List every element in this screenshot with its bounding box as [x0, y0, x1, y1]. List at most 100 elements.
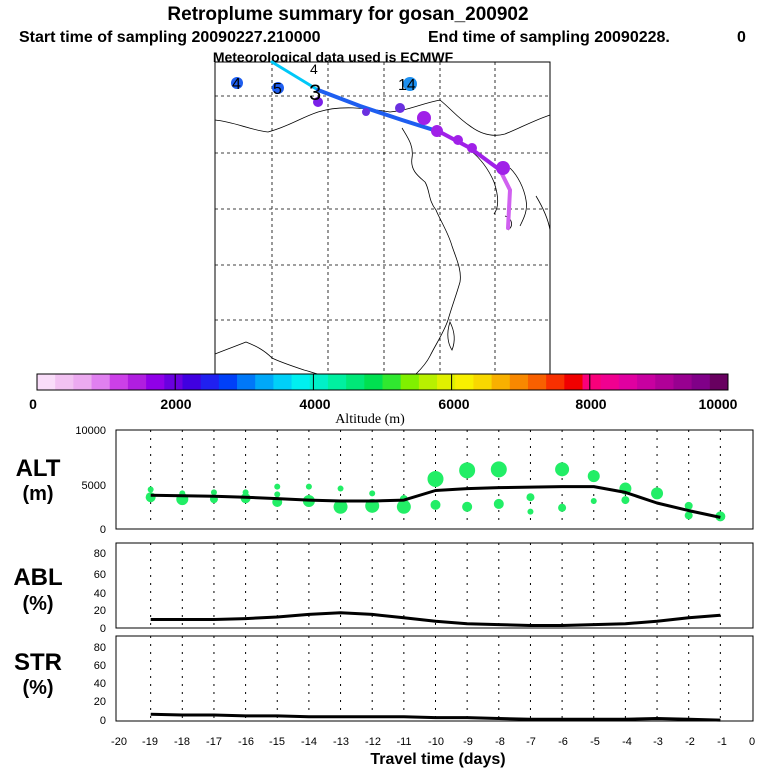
- x-tick: -13: [333, 736, 349, 748]
- abl-label: ABL: [13, 564, 62, 591]
- colorbar-swatch: [346, 374, 365, 390]
- colorbar: [36, 373, 729, 391]
- alt-dot: [274, 483, 281, 490]
- colorbar-swatch: [418, 374, 438, 390]
- x-tick: 0: [749, 736, 755, 748]
- colorbar-swatch: [527, 374, 547, 390]
- alt-dot: [462, 501, 473, 512]
- alt-dot: [333, 499, 348, 514]
- colorbar-swatch: [673, 374, 693, 390]
- trajectory-segment-light: [270, 60, 320, 92]
- map-grid: [215, 62, 550, 374]
- colorbar-swatch: [509, 374, 529, 390]
- abl-series-line: [150, 611, 721, 627]
- colorbar-swatch: [182, 374, 202, 390]
- colorbar-swatch: [582, 374, 602, 390]
- x-tick: -2: [685, 736, 695, 748]
- alt-ytick: 10000: [75, 425, 106, 437]
- colorbar-tick: 10000: [699, 396, 738, 412]
- trajectory-markers: [231, 77, 510, 175]
- map-label: 4: [232, 76, 241, 93]
- colorbar-swatch: [546, 374, 565, 390]
- colorbar-swatch: [218, 374, 238, 390]
- x-tick: -6: [558, 736, 568, 748]
- alt-dot: [145, 492, 156, 503]
- abl-ytick: 0: [100, 623, 106, 635]
- abl-ytick: 40: [94, 588, 106, 600]
- colorbar-swatch: [691, 374, 711, 390]
- alt-dot: [590, 498, 597, 505]
- alt-dot: [210, 489, 217, 496]
- trajectory-segment-end: [498, 168, 513, 230]
- alt-dot: [587, 470, 600, 483]
- colorbar-swatch: [127, 374, 147, 390]
- x-tick: -11: [396, 736, 411, 748]
- x-tick: -5: [590, 736, 600, 748]
- str-label: STR: [14, 649, 62, 676]
- colorbar-swatch: [273, 374, 293, 390]
- x-axis-label: Travel time (days): [370, 751, 505, 768]
- x-tick: -12: [365, 736, 381, 748]
- coastlines: [214, 99, 551, 375]
- colorbar-swatch: [455, 374, 474, 390]
- alt-dot: [427, 470, 444, 487]
- colorbar-tick: 8000: [575, 396, 606, 412]
- map-day-labels: 4 5 4 3 14: [232, 61, 416, 105]
- trajectory-map: 4 5 4 3 14: [214, 60, 551, 375]
- alt-dot: [305, 483, 312, 490]
- alt-dot: [369, 490, 376, 497]
- colorbar-swatch: [164, 374, 183, 390]
- x-tick: -14: [301, 736, 317, 748]
- x-tick: -19: [142, 736, 158, 748]
- str-unit: (%): [22, 677, 53, 699]
- colorbar-swatch: [109, 374, 129, 390]
- alt-panel-frame: [115, 429, 754, 530]
- colorbar-swatch: [382, 374, 402, 390]
- abl-panel-frame: [115, 542, 754, 629]
- map-label: 3: [309, 80, 321, 105]
- alt-label: ALT: [16, 455, 61, 482]
- abl-ytick: 20: [94, 605, 106, 617]
- colorbar-label: Altitude (m): [335, 412, 405, 427]
- alt-dot: [651, 487, 664, 500]
- x-tick: -1: [717, 736, 727, 748]
- str-panel-frame: [115, 635, 754, 722]
- colorbar-swatch: [255, 374, 274, 390]
- colorbar-tick: 6000: [438, 396, 469, 412]
- trajectory-segment-mid: [316, 88, 442, 134]
- alt-dot: [527, 508, 534, 515]
- str-ytick: 20: [94, 696, 106, 708]
- abl-unit: (%): [22, 593, 53, 615]
- colorbar-tick: 0: [29, 396, 37, 412]
- colorbar-swatch: [637, 374, 656, 390]
- colorbar-swatch: [55, 374, 74, 390]
- map-label: 14: [398, 77, 416, 94]
- alt-unit: (m): [22, 483, 53, 505]
- x-tick: -16: [238, 736, 254, 748]
- alt-dot: [490, 461, 507, 478]
- x-tick: -17: [206, 736, 222, 748]
- alt-dot: [684, 501, 693, 510]
- colorbar-swatch: [37, 374, 56, 390]
- x-tick: -18: [174, 736, 190, 748]
- x-tick: -8: [495, 736, 505, 748]
- alt-dot: [555, 462, 570, 477]
- colorbar-swatch: [146, 374, 165, 390]
- alt-dot: [493, 498, 504, 509]
- alt-ytick: 0: [100, 524, 106, 536]
- str-ytick: 60: [94, 660, 106, 672]
- alt-dot: [337, 485, 344, 492]
- x-tick: -3: [653, 736, 663, 748]
- alt-ytick: 5000: [82, 480, 106, 492]
- colorbar-swatch: [618, 374, 638, 390]
- x-tick: -4: [622, 736, 632, 748]
- alt-dot: [147, 486, 154, 493]
- alt-dot: [558, 503, 567, 512]
- alt-dot: [621, 496, 630, 505]
- colorbar-swatch: [655, 374, 674, 390]
- colorbar-tick: 4000: [299, 396, 330, 412]
- alt-dot: [430, 499, 441, 510]
- end-time-suffix: 0: [737, 29, 746, 46]
- end-time-text: End time of sampling 20090228.: [428, 29, 670, 46]
